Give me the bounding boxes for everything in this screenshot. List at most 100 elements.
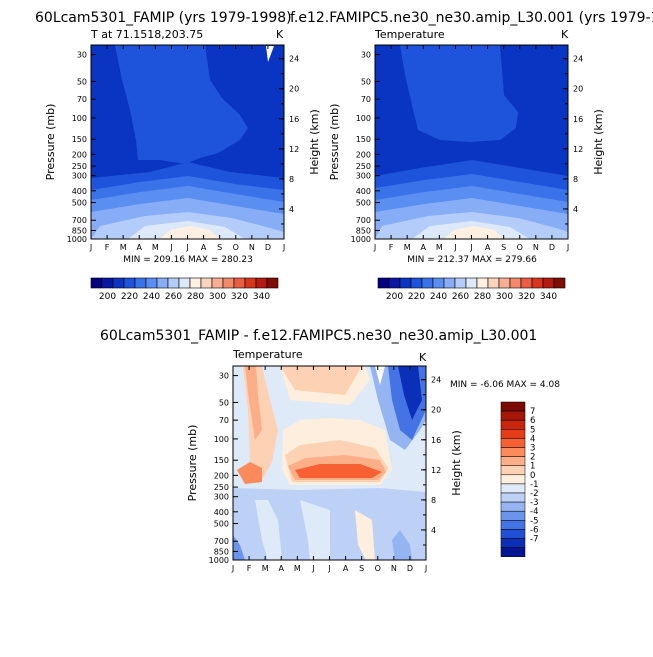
month-tick-label: A bbox=[137, 243, 143, 252]
field-upper-warm-core bbox=[280, 366, 362, 395]
panel-left-colorbar: 200 220 240 260 280 300 320 340 bbox=[90, 277, 279, 302]
panel-right-units: K bbox=[561, 28, 569, 41]
colorbar-swatch bbox=[500, 465, 526, 476]
colorbar-label: 200 bbox=[386, 292, 403, 302]
colorbar-label: -1 bbox=[530, 480, 538, 490]
colorbar-swatch bbox=[167, 277, 180, 289]
colorbar-label: -4 bbox=[530, 507, 538, 517]
colorbar-swatch bbox=[189, 277, 202, 289]
colorbar-label: 220 bbox=[408, 292, 425, 302]
colorbar-swatch bbox=[500, 401, 526, 412]
colorbar-swatch bbox=[123, 277, 136, 289]
height-tick-label: 8 bbox=[431, 496, 436, 505]
panel-diff-subtitle: Temperature bbox=[232, 348, 303, 361]
height-tick-label: 16 bbox=[573, 115, 583, 124]
colorbar-swatch bbox=[500, 529, 526, 539]
colorbar-label: 2 bbox=[530, 453, 535, 463]
panel-right-plot bbox=[374, 44, 569, 240]
colorbar-swatch bbox=[500, 492, 526, 503]
colorbar-swatch bbox=[90, 277, 103, 289]
colorbar-swatch bbox=[156, 277, 169, 289]
month-tick-label: J bbox=[231, 564, 234, 573]
panel-left-axes: J F M A M J J A S O N D J305070100150200250300400500… bbox=[67, 45, 299, 252]
panel-diff-stats: MIN = -6.06 MAX = 4.08 bbox=[450, 380, 560, 390]
month-tick-label: D bbox=[407, 564, 413, 573]
panel-right: f.e12.FAMIPC5.ne30_ne30.amip_L30.001 (yr… bbox=[290, 10, 653, 302]
month-tick-label: A bbox=[343, 564, 349, 573]
field-upper-blank bbox=[375, 366, 385, 385]
colorbar-label: 7 bbox=[530, 407, 535, 417]
field-lower-warm-sep bbox=[355, 510, 375, 560]
pressure-tick-label: 700 bbox=[356, 216, 371, 225]
colorbar-label: 320 bbox=[518, 292, 535, 302]
panel-left-ylabel-right: Height (km) bbox=[308, 109, 321, 175]
month-tick-label: J bbox=[424, 564, 427, 573]
colorbar-label: 200 bbox=[99, 292, 116, 302]
month-tick-label: J bbox=[169, 243, 172, 252]
height-tick-label: 8 bbox=[289, 175, 294, 184]
colorbar-label: -7 bbox=[530, 535, 538, 545]
colorbar-label: -3 bbox=[530, 498, 538, 508]
pressure-tick-label: 50 bbox=[77, 77, 87, 86]
pressure-tick-label: 300 bbox=[356, 172, 371, 181]
pressure-tick-label: 850 bbox=[214, 547, 229, 556]
colorbar-swatch bbox=[553, 277, 566, 289]
month-tick-label: J bbox=[453, 243, 456, 252]
month-tick-label: M bbox=[404, 243, 411, 252]
panel-right-colorbar: 200 220 240 260 280 300 320 340 bbox=[377, 277, 566, 302]
panel-left: 60Lcam5301_FAMIP (yrs 1979-1998) T at 71… bbox=[35, 10, 321, 302]
colorbar-label: 280 bbox=[187, 292, 204, 302]
colorbar-label: 6 bbox=[530, 416, 535, 426]
colorbar-swatch bbox=[500, 510, 526, 521]
month-tick-label: A bbox=[485, 243, 491, 252]
field-contour-275 bbox=[160, 226, 220, 239]
pressure-tick-label: 150 bbox=[214, 456, 229, 465]
colorbar-swatch bbox=[432, 277, 445, 289]
colorbar-swatch bbox=[500, 456, 526, 466]
colorbar-swatch bbox=[487, 277, 500, 289]
colorbar-label: -6 bbox=[530, 525, 538, 535]
colorbar-swatch bbox=[500, 501, 526, 512]
colorbar-swatch bbox=[465, 277, 478, 289]
height-tick-label: 16 bbox=[431, 436, 441, 445]
month-tick-label: F bbox=[389, 243, 394, 252]
colorbar-swatch bbox=[500, 410, 526, 421]
panel-diff-axes: J F M A M J J A S O N D J305070100150200250300400500… bbox=[209, 366, 441, 573]
pressure-tick-label: 400 bbox=[72, 187, 87, 196]
colorbar-label: -2 bbox=[530, 489, 538, 499]
pressure-tick-label: 700 bbox=[72, 216, 87, 225]
pressure-tick-label: 400 bbox=[214, 508, 229, 517]
pressure-tick-label: 850 bbox=[72, 226, 87, 235]
pressure-tick-label: 850 bbox=[356, 226, 371, 235]
colorbar-swatch bbox=[399, 277, 412, 289]
field-upper-warm-region bbox=[115, 45, 248, 165]
height-tick-label: 12 bbox=[289, 145, 299, 154]
pressure-tick-label: 1000 bbox=[67, 235, 87, 244]
field-warm-spot bbox=[266, 46, 274, 62]
height-tick-label: 16 bbox=[289, 115, 299, 124]
panel-left-units: K bbox=[276, 28, 284, 41]
colorbar-swatch bbox=[500, 447, 526, 457]
pressure-tick-label: 150 bbox=[72, 135, 87, 144]
month-tick-label: M bbox=[152, 243, 159, 252]
month-tick-label: J bbox=[327, 564, 330, 573]
month-tick-label: D bbox=[265, 243, 271, 252]
colorbar-label: 280 bbox=[474, 292, 491, 302]
pressure-tick-label: 700 bbox=[214, 537, 229, 546]
colorbar-swatch bbox=[443, 277, 456, 289]
height-tick-label: 12 bbox=[573, 145, 583, 154]
panel-diff-plot bbox=[232, 365, 427, 561]
pressure-tick-label: 30 bbox=[219, 372, 229, 381]
colorbar-swatch bbox=[145, 277, 158, 289]
colorbar-swatch bbox=[377, 277, 390, 289]
month-tick-label: O bbox=[375, 564, 381, 573]
colorbar-swatch bbox=[410, 277, 423, 289]
month-tick-label: F bbox=[105, 243, 110, 252]
pressure-tick-label: 250 bbox=[214, 483, 229, 492]
pressure-tick-label: 1000 bbox=[209, 556, 229, 565]
month-tick-label: M bbox=[120, 243, 127, 252]
pressure-tick-label: 30 bbox=[77, 51, 87, 60]
month-tick-label: A bbox=[279, 564, 285, 573]
